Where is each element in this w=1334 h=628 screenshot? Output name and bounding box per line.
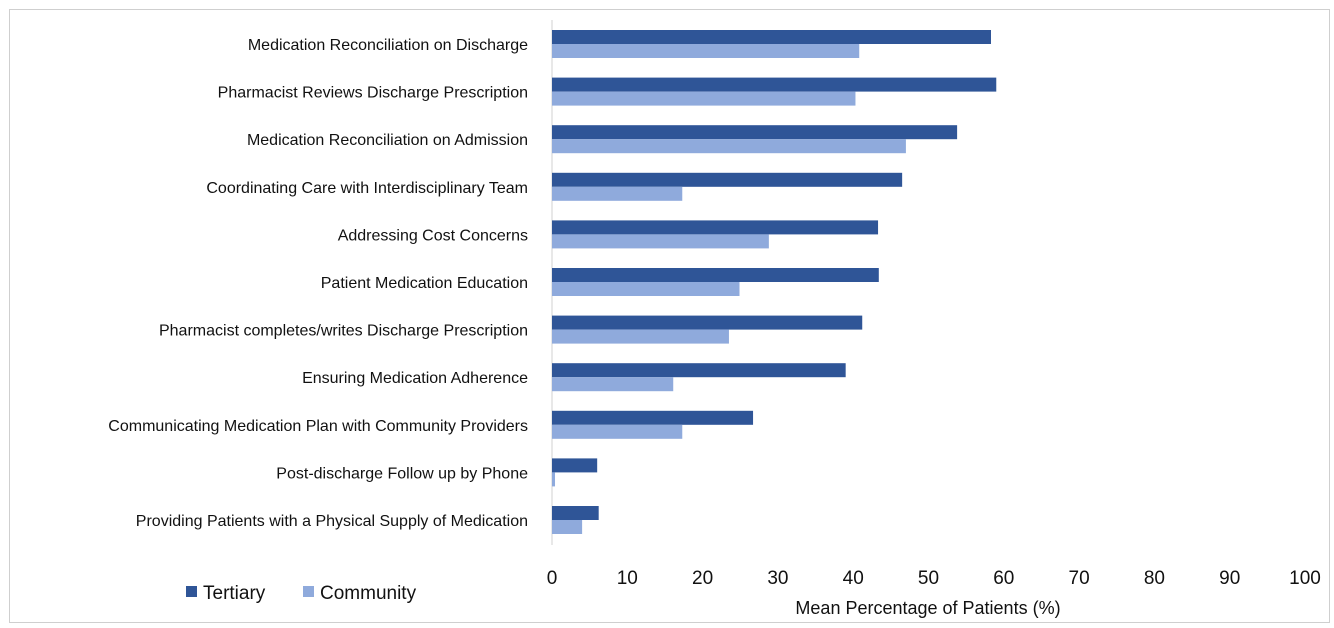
bar-community-10 (552, 520, 583, 534)
legend-swatch-community (303, 586, 314, 597)
bar-tertiary-0 (552, 30, 991, 44)
bar-community-9 (552, 472, 556, 487)
bar-tertiary-6 (552, 315, 863, 330)
legend-label-tertiary: Tertiary (203, 583, 266, 604)
x-tick-label-4: 40 (843, 568, 864, 589)
category-label-1: Pharmacist Reviews Discharge Prescriptio… (218, 85, 528, 102)
x-tick-label-5: 50 (918, 568, 939, 589)
bar-tertiary-10 (552, 506, 599, 520)
category-label-0: Medication Reconciliation on Discharge (248, 37, 528, 54)
x-tick-label-6: 60 (993, 568, 1014, 589)
x-tick-label-2: 20 (692, 568, 713, 589)
legend-label-community: Community (320, 583, 417, 604)
x-tick-label-7: 70 (1069, 568, 1090, 589)
category-label-3: Coordinating Care with Interdisciplinary… (206, 180, 528, 197)
bars-layer (552, 30, 997, 534)
x-tick-labels: 0 10 20 30 40 50 60 70 80 90 100 (547, 568, 1321, 589)
bar-tertiary-2 (552, 125, 958, 140)
bar-community-1 (552, 91, 856, 106)
bar-tertiary-7 (552, 363, 846, 378)
x-tick-label-1: 10 (617, 568, 638, 589)
category-label-4: Addressing Cost Concerns (338, 227, 528, 244)
bar-community-2 (552, 139, 906, 154)
bar-community-4 (552, 234, 769, 249)
x-tick-label-0: 0 (547, 568, 558, 589)
category-label-6: Pharmacist completes/writes Discharge Pr… (159, 323, 528, 340)
category-label-2: Medication Reconciliation on Admission (247, 132, 528, 149)
bar-community-7 (552, 377, 674, 392)
x-tick-label-10: 100 (1289, 568, 1321, 589)
bar-tertiary-4 (552, 220, 879, 235)
category-labels: Medication Reconciliation on Discharge Ph… (108, 37, 528, 530)
bar-community-0 (552, 44, 860, 58)
category-label-8: Communicating Medication Plan with Commu… (108, 418, 528, 435)
x-tick-label-8: 80 (1144, 568, 1165, 589)
bar-community-8 (552, 424, 683, 439)
category-label-7: Ensuring Medication Adherence (302, 370, 528, 387)
category-label-10: Providing Patients with a Physical Suppl… (136, 513, 528, 530)
bar-tertiary-9 (552, 458, 598, 473)
bar-tertiary-3 (552, 172, 903, 187)
bar-community-6 (552, 329, 729, 344)
bar-tertiary-8 (552, 410, 754, 425)
bar-community-3 (552, 186, 683, 201)
legend-swatch-tertiary (186, 586, 197, 597)
legend: Tertiary Community (186, 583, 417, 604)
x-axis-title: Mean Percentage of Patients (%) (795, 598, 1060, 618)
category-label-9: Post-discharge Follow up by Phone (276, 465, 528, 482)
x-tick-label-9: 90 (1219, 568, 1240, 589)
bar-tertiary-1 (552, 77, 997, 92)
x-tick-label-3: 30 (767, 568, 788, 589)
bar-tertiary-5 (552, 268, 879, 282)
bar-community-5 (552, 282, 740, 296)
category-label-5: Patient Medication Education (321, 275, 528, 292)
